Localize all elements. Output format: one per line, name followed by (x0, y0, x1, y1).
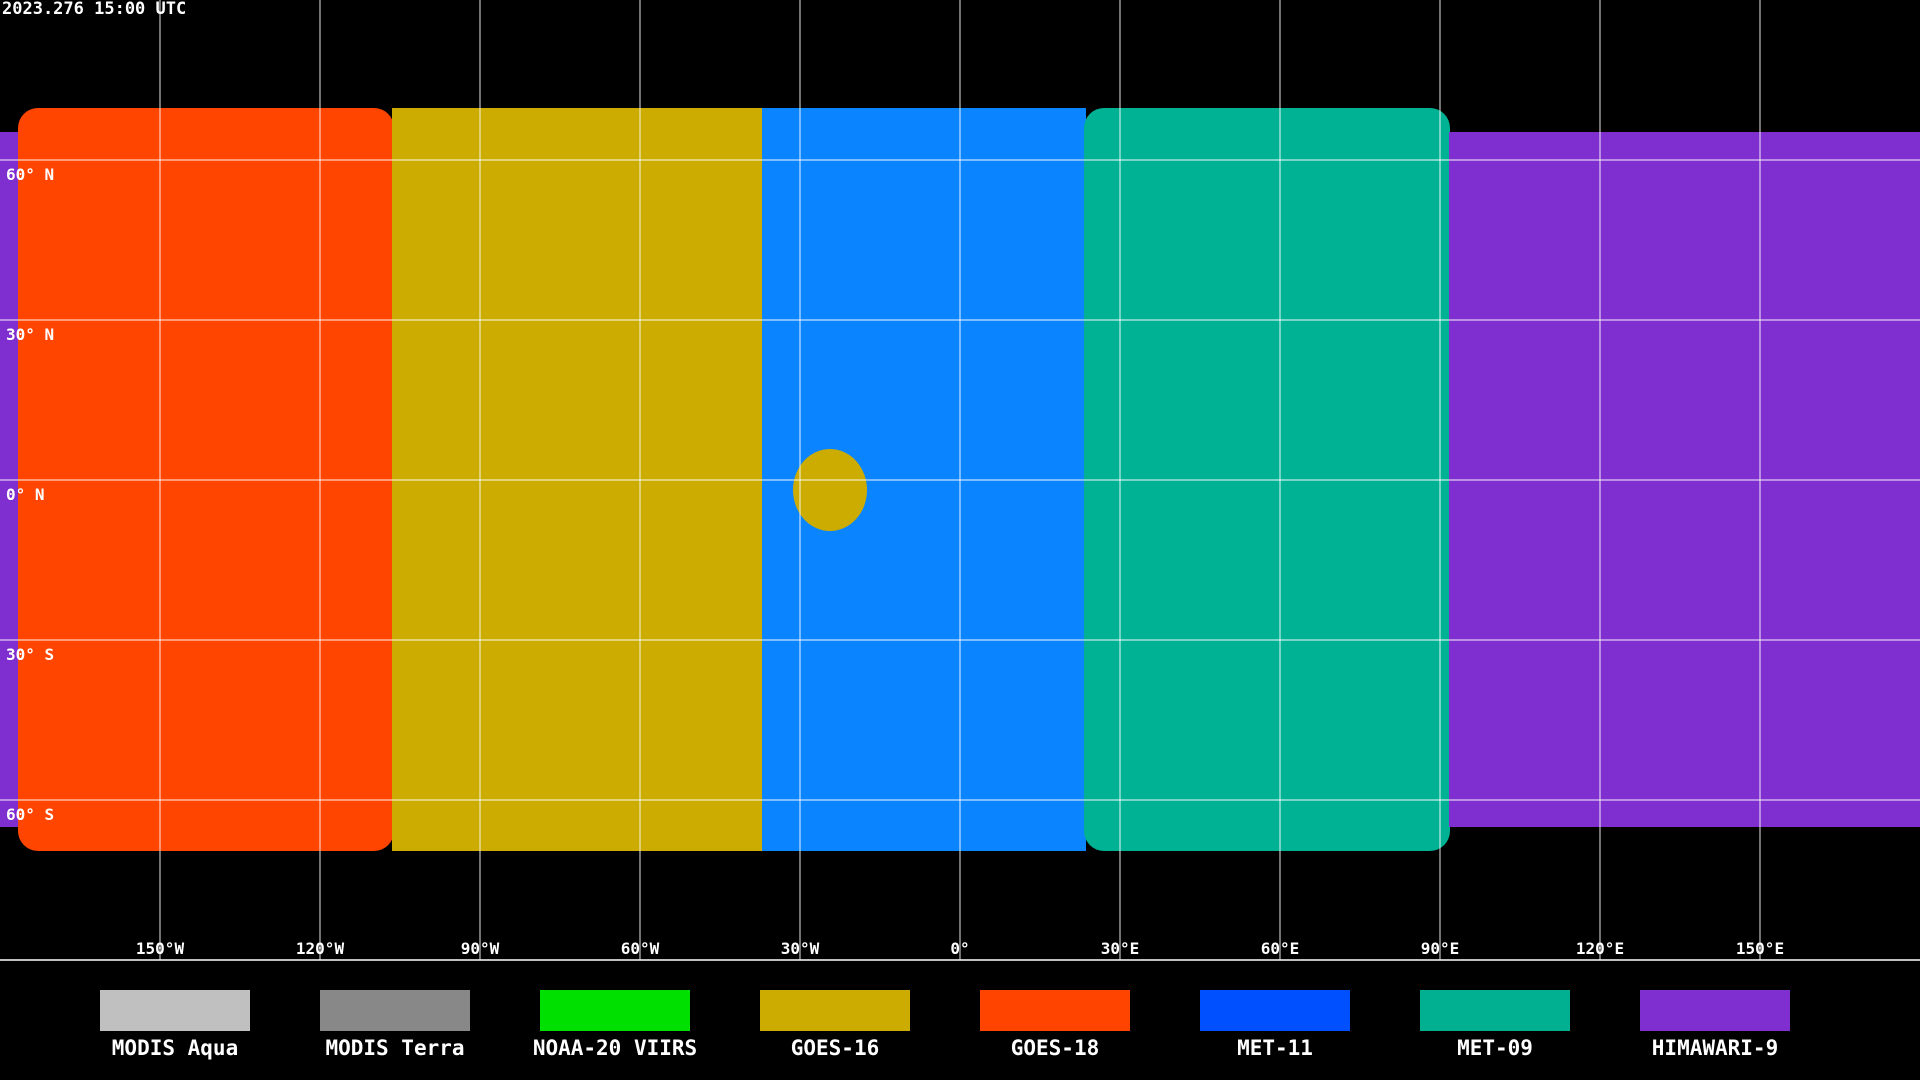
legend-swatch (100, 990, 250, 1031)
goes-16-patch (793, 449, 867, 531)
legend: MODIS Aqua MODIS Terra NOAA-20 VIIRS GOES-1… (100, 990, 1790, 1060)
lon-label: 120°W (296, 939, 345, 958)
lon-label: 120°E (1576, 939, 1624, 958)
legend-swatch (1640, 990, 1790, 1031)
legend-label: NOAA-20 VIIRS (533, 1036, 697, 1060)
timestamp: 2023.276 15:00 UTC (2, 0, 186, 19)
legend-background (0, 960, 1920, 1080)
lon-label: 90°W (461, 939, 500, 958)
lat-label: 60° N (6, 165, 54, 184)
lon-label: 150°E (1736, 939, 1784, 958)
legend-label: MODIS Aqua (112, 1036, 238, 1060)
lat-label: 60° S (6, 805, 54, 824)
lon-label: 150°W (136, 939, 185, 958)
lon-label: 60°E (1261, 939, 1300, 958)
legend-swatch (1420, 990, 1570, 1031)
legend-label: GOES-18 (1011, 1036, 1100, 1060)
graticule (0, 0, 1920, 960)
legend-swatch (980, 990, 1130, 1031)
legend-swatch (1200, 990, 1350, 1031)
legend-swatch (540, 990, 690, 1031)
legend-swatch (760, 990, 910, 1031)
lon-label: 60°W (621, 939, 660, 958)
legend-label: HIMAWARI-9 (1652, 1036, 1778, 1060)
lon-label: 30°W (781, 939, 820, 958)
lat-label: 30° S (6, 645, 54, 664)
lon-label: 0° (950, 939, 969, 958)
lat-label: 0° N (6, 485, 45, 504)
legend-label: MET-11 (1237, 1036, 1313, 1060)
legend-label: MODIS Terra (325, 1036, 464, 1060)
legend-label: GOES-16 (791, 1036, 880, 1060)
lon-label: 90°E (1421, 939, 1460, 958)
lon-label: 30°E (1101, 939, 1140, 958)
map-labels: 150°W 120°W 90°W 60°W 30°W 0° 30°E 60°E 90°E 120°… (6, 165, 1784, 958)
legend-swatch (320, 990, 470, 1031)
legend-label: MET-09 (1457, 1036, 1533, 1060)
lat-label: 30° N (6, 325, 54, 344)
